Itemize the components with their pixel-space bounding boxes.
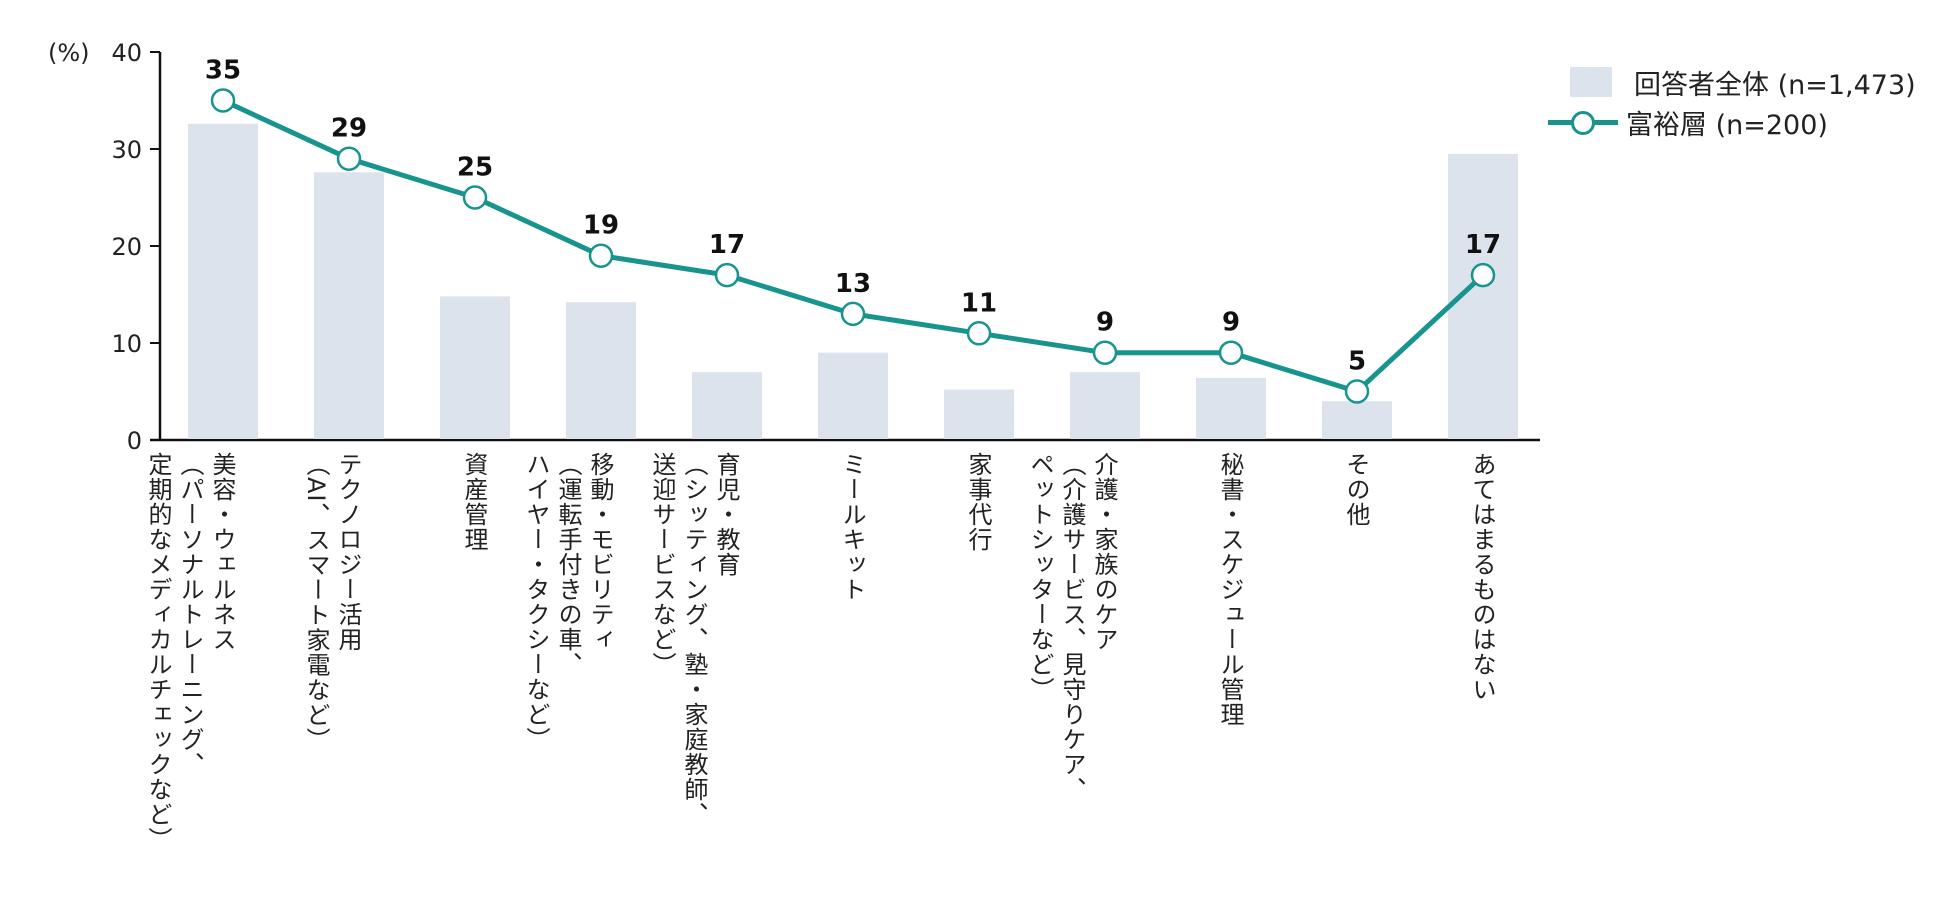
x-axis-label-line: 介護・家族のケア	[1090, 452, 1118, 652]
x-axis-label: 秘書・スケジュール管理	[1215, 452, 1245, 727]
data-label: 9	[1222, 308, 1240, 338]
y-axis: 0 10 20 30 40 (%)	[48, 39, 1540, 455]
line-point-marker	[1218, 340, 1244, 365]
x-axis-label: その他	[1341, 452, 1371, 527]
legend-item-all-respondents: 回答者全体 (n=1,473)	[1562, 62, 1916, 102]
bar	[692, 372, 762, 439]
x-axis-label-line: （介護サービス、見守りケア、	[1058, 452, 1086, 802]
x-axis-label: ミールキット	[837, 452, 867, 602]
x-axis-label: あてはまるものはない	[1467, 452, 1497, 702]
line-point-marker	[714, 262, 740, 288]
x-axis-label-line: （運転手付きの車、	[554, 452, 582, 677]
y-unit-label: (%)	[48, 39, 90, 67]
line-point-marker	[840, 301, 866, 327]
x-axis-label-line: 家事代行	[964, 452, 992, 552]
x-axis-label-line: （AI、スマート家電など）	[302, 452, 330, 753]
data-label: 13	[835, 269, 871, 299]
bar	[1070, 372, 1140, 439]
x-axis-label: 資産管理	[459, 452, 489, 552]
line-point-marker	[336, 146, 362, 171]
x-axis-label-line: あてはまるものはない	[1468, 452, 1496, 702]
legend-label-line: 富裕層 (n=200)	[1626, 109, 1828, 141]
y-tick-label: 10	[111, 330, 142, 358]
data-label: 9	[1096, 308, 1114, 338]
bar	[818, 352, 888, 439]
x-axis-label-line: （パーソナルトレーニング、	[176, 452, 204, 777]
data-label: 29	[331, 114, 367, 144]
line-marker-icon	[1548, 108, 1618, 136]
y-tick-label: 30	[111, 136, 142, 164]
x-axis-label: 美容・ウェルネス （パーソナルトレーニング、 定期的なメディカルチェックなど）	[143, 452, 237, 852]
bar-swatch-icon	[1570, 67, 1612, 97]
line-point-marker	[966, 321, 992, 346]
line-point-marker	[210, 88, 236, 113]
data-label: 17	[709, 230, 745, 260]
x-axis-label-line: 送迎サービスなど）	[648, 452, 676, 677]
x-axis-label: 育児・教育 （シッティング、塾・家庭教師、 送迎サービスなど）	[647, 452, 741, 827]
bar	[1322, 401, 1392, 439]
y-tick-label: 40	[111, 39, 142, 67]
legend-item-wealthy: 富裕層 (n=200)	[1548, 102, 1916, 142]
data-label: 35	[205, 56, 241, 86]
bar	[1196, 377, 1266, 439]
x-axis-label: 移動・モビリティ （運転手付きの車、 ハイヤー・タクシーなど）	[521, 452, 615, 752]
data-label: 17	[1465, 230, 1501, 260]
x-axis-label-line: 育児・教育	[712, 452, 740, 577]
y-tick-label: 0	[127, 427, 142, 455]
x-axis-label-line: ペットシッターなど）	[1026, 452, 1054, 702]
bar	[314, 172, 384, 439]
data-label: 19	[583, 211, 619, 241]
line-point-marker	[1470, 262, 1496, 288]
line-series	[210, 88, 1496, 404]
line-point-marker	[462, 185, 488, 210]
bar-series	[188, 123, 1518, 439]
x-axis-label-line: 移動・モビリティ	[586, 452, 614, 652]
x-axis-label: テクノロジー活用 （AI、スマート家電など）	[301, 452, 363, 753]
bar	[188, 123, 258, 439]
x-axis-label-line: （シッティング、塾・家庭教師、	[680, 452, 708, 827]
x-axis-label: 介護・家族のケア （介護サービス、見守りケア、 ペットシッターなど）	[1025, 452, 1119, 802]
data-label: 11	[961, 288, 997, 318]
x-axis-label-line: 定期的なメディカルチェックなど）	[144, 452, 172, 852]
bar	[566, 302, 636, 439]
y-tick-label: 20	[111, 233, 142, 261]
x-axis-label: 家事代行	[963, 452, 993, 552]
x-axis-label-line: 資産管理	[460, 452, 488, 552]
legend: 回答者全体 (n=1,473) 富裕層 (n=200)	[1548, 62, 1916, 142]
x-axis-label-line: ミールキット	[838, 452, 866, 602]
bar	[440, 296, 510, 439]
x-axis-label-line: ハイヤー・タクシーなど）	[522, 452, 550, 752]
bar	[944, 389, 1014, 439]
line-point-marker	[588, 243, 614, 268]
x-axis-label-line: 秘書・スケジュール管理	[1216, 452, 1244, 727]
data-labels: 35 29 25 19 17 13 11 9 9 5 17	[205, 56, 1501, 377]
legend-label-bar: 回答者全体 (n=1,473)	[1634, 69, 1916, 101]
x-axis-label-line: テクノロジー活用	[334, 452, 362, 652]
line-point-marker	[1344, 379, 1370, 404]
data-label: 5	[1348, 347, 1366, 377]
line-point-marker	[1092, 340, 1118, 365]
x-axis-label-line: 美容・ウェルネス	[208, 452, 236, 652]
x-axis-label-line: その他	[1342, 452, 1370, 527]
data-label: 25	[457, 153, 493, 183]
